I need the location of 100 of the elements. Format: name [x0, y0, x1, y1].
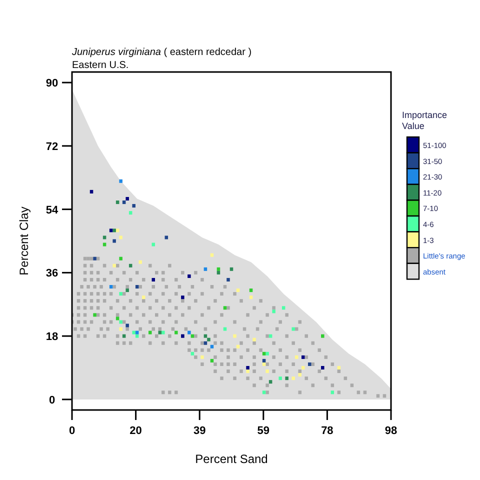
point — [112, 239, 116, 243]
point — [249, 296, 253, 300]
point — [119, 256, 122, 260]
point — [236, 344, 240, 348]
point — [249, 288, 253, 292]
point — [135, 285, 139, 289]
point — [122, 200, 126, 204]
chart-subtitle: Eastern U.S. — [72, 60, 129, 71]
y-tick-label: 0 — [48, 394, 56, 406]
x-axis-title: Percent Sand — [195, 452, 268, 466]
point — [188, 274, 191, 278]
point — [246, 366, 250, 370]
y-tick-label: 54 — [46, 204, 59, 216]
point — [128, 211, 132, 215]
point — [200, 355, 204, 359]
point — [148, 330, 152, 334]
point — [233, 334, 236, 338]
point — [116, 200, 120, 204]
point — [216, 267, 220, 271]
point — [223, 327, 227, 331]
point — [337, 366, 341, 370]
point — [266, 352, 269, 356]
point — [138, 260, 142, 264]
point — [308, 362, 312, 366]
point — [102, 242, 106, 246]
point — [210, 344, 214, 348]
point — [246, 370, 250, 374]
point — [190, 352, 194, 356]
point — [321, 334, 324, 338]
point — [135, 334, 139, 338]
point — [122, 334, 126, 338]
point — [262, 352, 266, 356]
point — [272, 310, 276, 314]
point — [112, 228, 116, 232]
x-tick-label: 59 — [257, 425, 270, 437]
point — [119, 320, 122, 324]
point — [164, 236, 168, 240]
point — [292, 327, 295, 331]
point — [226, 278, 230, 282]
point — [132, 204, 136, 208]
point — [292, 376, 295, 380]
chart-title: Juniperus virginiana ( eastern redcedar ) — [71, 47, 252, 58]
point — [210, 253, 214, 257]
point — [268, 380, 272, 384]
point — [135, 330, 139, 334]
point — [119, 179, 122, 183]
point — [282, 306, 286, 310]
point — [181, 296, 184, 300]
point — [188, 330, 191, 334]
x-tick-label: 98 — [384, 425, 398, 437]
point — [204, 334, 208, 338]
legend-title: Importance Value — [402, 110, 448, 131]
point — [90, 190, 94, 194]
point — [109, 228, 113, 232]
y-axis-title: Percent Clay — [17, 206, 31, 276]
point — [301, 366, 305, 370]
y-tick-label: 18 — [46, 331, 58, 344]
point — [142, 296, 146, 300]
point — [93, 256, 96, 260]
point — [93, 313, 96, 317]
point — [262, 362, 266, 366]
point — [102, 236, 106, 240]
y-tick-label: 90 — [46, 78, 58, 90]
point — [301, 355, 305, 359]
point — [236, 288, 240, 292]
point — [126, 324, 129, 328]
point — [216, 270, 220, 274]
x-tick-label: 78 — [321, 425, 334, 437]
point — [321, 366, 324, 370]
x-tick-label: 0 — [68, 425, 76, 437]
point — [266, 370, 269, 374]
point — [152, 242, 156, 246]
x-tick-label: 20 — [130, 425, 142, 437]
point — [112, 264, 116, 268]
point — [116, 316, 120, 320]
point — [298, 373, 302, 377]
y-tick-label: 72 — [46, 140, 58, 153]
point — [119, 327, 122, 331]
point — [285, 376, 288, 380]
point — [109, 285, 113, 289]
point — [162, 330, 165, 334]
point — [230, 267, 234, 271]
point — [116, 228, 120, 232]
point — [204, 267, 208, 271]
point — [207, 338, 210, 342]
point — [278, 376, 282, 380]
point — [252, 338, 256, 342]
point — [119, 236, 122, 240]
y-tick-label: 36 — [46, 268, 58, 280]
point — [128, 264, 132, 268]
point — [204, 341, 208, 345]
point — [268, 334, 272, 338]
point — [294, 355, 298, 359]
point — [119, 292, 122, 296]
point — [132, 330, 136, 334]
point — [152, 278, 156, 282]
point — [174, 330, 178, 334]
point — [158, 330, 162, 334]
point — [330, 390, 334, 394]
point — [223, 306, 227, 310]
